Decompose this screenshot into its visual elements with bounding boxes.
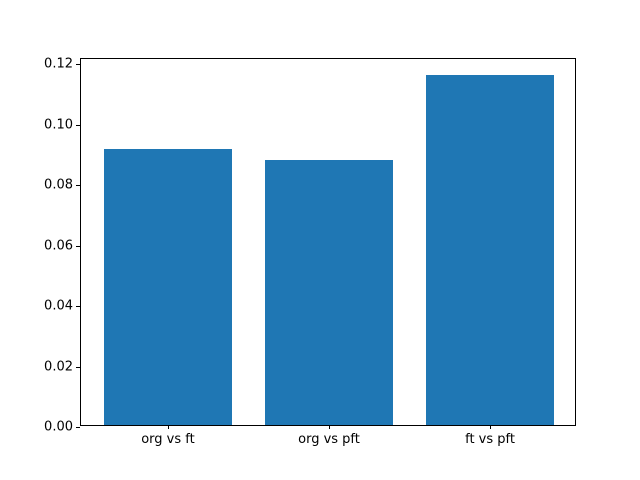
y-tick-mark (76, 366, 80, 368)
bar-1 (103, 148, 233, 425)
x-tick-mark (329, 425, 330, 429)
plot-area: org vs ft org vs pft ft vs pft 0.00 0.02 0.04… (44, 58, 576, 446)
y-tick-label: 0.12 (44, 56, 73, 72)
y-tick-mark (76, 124, 80, 126)
y-tick-mark (76, 306, 80, 308)
x-tick-mark (490, 425, 492, 429)
y-tick-label: 0.10 (44, 117, 73, 133)
y-tick-mark (76, 185, 80, 187)
y-tick-label: 0.00 (44, 419, 73, 435)
bar-3 (425, 74, 555, 425)
y-tick-label: 0.04 (44, 298, 73, 314)
y-tick-mark (76, 64, 80, 66)
x-tick-label: org vs ft (141, 432, 195, 447)
x-tick-mark (167, 425, 169, 429)
y-tick-label: 0.08 (44, 177, 73, 193)
y-tick-label: 0.06 (44, 238, 73, 254)
x-tick-label: org vs pft (298, 432, 360, 447)
y-tick-mark (76, 427, 80, 428)
x-tick-label: ft vs pft (465, 432, 515, 447)
bar-2 (264, 159, 394, 425)
y-tick-label: 0.02 (44, 359, 73, 375)
y-tick-mark (76, 245, 80, 247)
